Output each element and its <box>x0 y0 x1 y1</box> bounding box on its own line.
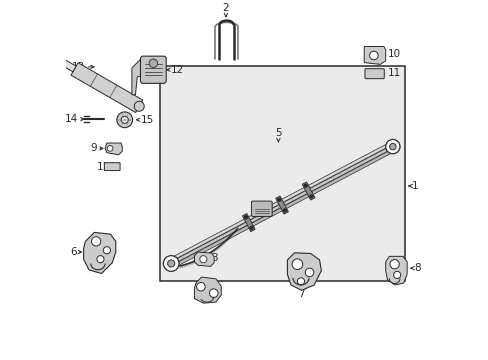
Text: 15: 15 <box>141 115 154 125</box>
Polygon shape <box>194 252 214 266</box>
Polygon shape <box>132 59 146 95</box>
Polygon shape <box>364 46 385 64</box>
Circle shape <box>44 50 52 58</box>
Polygon shape <box>105 143 122 155</box>
Text: 3: 3 <box>211 253 218 264</box>
Text: 12: 12 <box>171 65 184 75</box>
Text: 9: 9 <box>90 143 97 153</box>
Circle shape <box>209 289 218 297</box>
Polygon shape <box>275 196 288 214</box>
Text: 13: 13 <box>72 62 85 72</box>
Circle shape <box>121 116 128 123</box>
Polygon shape <box>242 213 255 231</box>
Polygon shape <box>287 253 321 290</box>
Polygon shape <box>170 145 393 265</box>
Circle shape <box>103 247 110 254</box>
Circle shape <box>385 139 399 154</box>
Circle shape <box>91 237 101 246</box>
Circle shape <box>167 260 174 267</box>
Circle shape <box>149 59 157 68</box>
FancyBboxPatch shape <box>364 69 384 79</box>
Circle shape <box>117 112 132 128</box>
Text: 16: 16 <box>142 68 156 78</box>
Text: 14: 14 <box>65 114 78 124</box>
Polygon shape <box>46 51 76 72</box>
Circle shape <box>134 101 144 111</box>
Circle shape <box>291 259 302 270</box>
Polygon shape <box>71 63 142 112</box>
Circle shape <box>244 216 247 219</box>
Text: 8: 8 <box>413 263 420 273</box>
Circle shape <box>305 268 313 277</box>
Polygon shape <box>172 148 394 268</box>
Text: 11: 11 <box>386 68 400 78</box>
Text: 6: 6 <box>70 247 76 257</box>
Text: 2: 2 <box>222 3 229 13</box>
Text: 4: 4 <box>211 281 218 291</box>
FancyBboxPatch shape <box>140 56 166 83</box>
Circle shape <box>369 51 377 60</box>
Circle shape <box>393 271 400 279</box>
Circle shape <box>107 145 113 151</box>
Circle shape <box>309 195 312 198</box>
Circle shape <box>250 226 252 229</box>
Text: 10: 10 <box>386 49 400 59</box>
FancyBboxPatch shape <box>104 163 120 171</box>
Circle shape <box>97 256 104 263</box>
Text: 7: 7 <box>297 288 304 298</box>
Text: 1: 1 <box>411 181 418 191</box>
Bar <box>160 66 405 281</box>
Text: 11: 11 <box>97 162 110 172</box>
Polygon shape <box>385 256 407 285</box>
FancyBboxPatch shape <box>251 201 272 216</box>
Polygon shape <box>83 233 116 274</box>
Circle shape <box>196 283 205 291</box>
Polygon shape <box>302 182 314 200</box>
Polygon shape <box>194 277 221 303</box>
Polygon shape <box>168 142 391 262</box>
Circle shape <box>297 278 304 285</box>
Circle shape <box>389 143 395 150</box>
Circle shape <box>389 260 399 269</box>
Circle shape <box>304 184 306 187</box>
Circle shape <box>163 256 179 271</box>
Text: 5: 5 <box>275 129 281 138</box>
Circle shape <box>277 198 280 201</box>
Circle shape <box>200 256 206 263</box>
Circle shape <box>283 209 285 212</box>
